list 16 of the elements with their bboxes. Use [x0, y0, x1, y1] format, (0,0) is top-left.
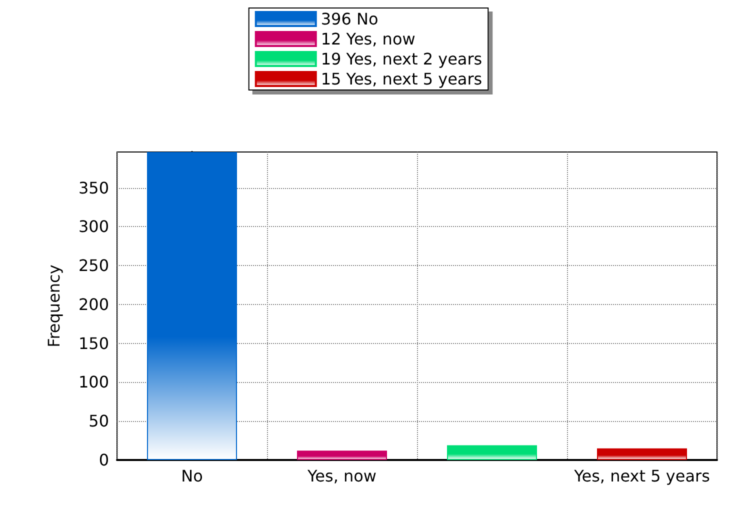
- y-tick-label: 150: [78, 334, 109, 353]
- legend-label: 19 Yes, next 2 years: [320, 50, 482, 68]
- y-axis-title: Frequency: [44, 264, 64, 348]
- x-tick-label: Yes, next 5 years: [573, 466, 710, 486]
- x-tick-label: No: [181, 466, 203, 486]
- legend-label: 15 Yes, next 5 years: [320, 70, 482, 88]
- legend-label: 12 Yes, now: [320, 30, 416, 48]
- y-tick-label: 100: [78, 372, 109, 392]
- legend-label: 396 No: [320, 10, 378, 28]
- y-tick-label: 50: [88, 412, 109, 431]
- x-tick-label: Yes, now: [306, 466, 377, 486]
- y-tick-label: 200: [78, 294, 109, 314]
- y-tick-label: 350: [78, 178, 109, 198]
- y-tick-label: 300: [78, 217, 109, 236]
- y-tick-label: 0: [98, 450, 109, 470]
- y-tick-label: 250: [78, 256, 109, 276]
